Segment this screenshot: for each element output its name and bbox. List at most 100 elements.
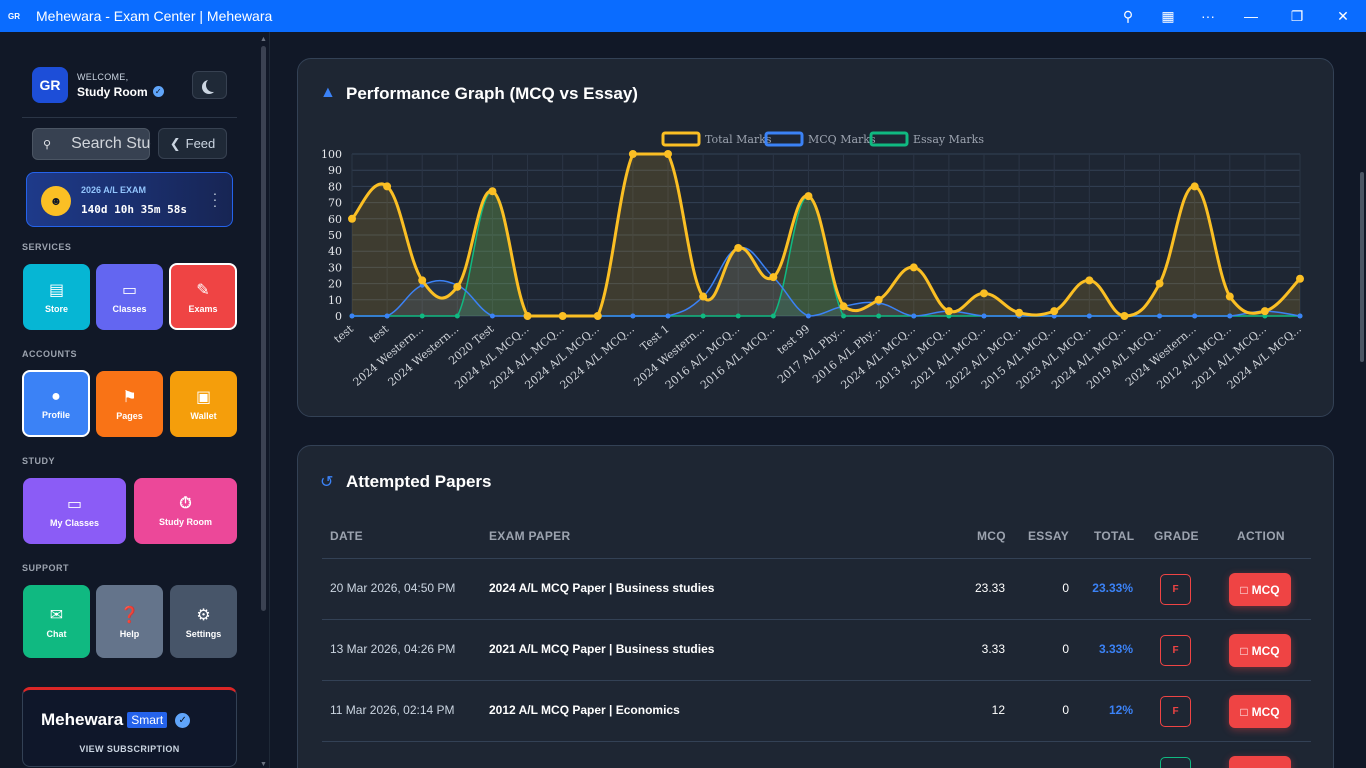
tile-help[interactable]: ❓ Help bbox=[96, 585, 163, 658]
data-point bbox=[489, 313, 495, 319]
smart-badge: Smart bbox=[127, 712, 168, 728]
table-row: 20 Mar 2026, 04:50 PM 2024 A/L MCQ Paper… bbox=[322, 558, 1311, 619]
cell-essay: 0 bbox=[1062, 642, 1069, 656]
tile-chat-label: Chat bbox=[46, 628, 67, 639]
tile-study-room[interactable]: ⏱ Study Room bbox=[134, 478, 237, 544]
main-scroll-thumb[interactable] bbox=[1360, 172, 1364, 362]
data-point bbox=[699, 292, 708, 301]
y-tick-label: 90 bbox=[328, 164, 342, 177]
zoom-icon[interactable]: ⚲ bbox=[1122, 7, 1134, 24]
chat-icon: ✉ bbox=[49, 606, 64, 624]
minimize-button[interactable]: — bbox=[1244, 8, 1258, 24]
action-label: MCQ bbox=[1251, 704, 1280, 719]
data-point bbox=[523, 312, 532, 320]
data-point bbox=[700, 313, 706, 319]
tile-my-classes[interactable]: ▭ My Classes bbox=[23, 478, 126, 544]
performance-title: Performance Graph (MCQ vs Essay) bbox=[346, 84, 638, 103]
y-tick-label: 60 bbox=[328, 213, 342, 226]
smart-brand: Mehewara bbox=[41, 710, 124, 729]
app-logo-icon: GR bbox=[8, 11, 20, 21]
action-label: MCQ bbox=[1251, 643, 1280, 658]
kebab-menu-icon[interactable]: · · · bbox=[212, 185, 218, 213]
theme-toggle-button[interactable] bbox=[192, 71, 227, 99]
pdf-icon: □ bbox=[1240, 704, 1248, 719]
tile-chat[interactable]: ✉ Chat bbox=[23, 585, 90, 658]
area-chart-icon: ▲ bbox=[320, 84, 336, 101]
sidebar-scroll-thumb[interactable] bbox=[261, 46, 266, 611]
data-point bbox=[1297, 313, 1303, 319]
cell-mcq: 12 bbox=[991, 703, 1005, 717]
legend-label: Essay Marks bbox=[913, 133, 984, 146]
cell-date: 20 Mar 2026, 04:50 PM bbox=[330, 581, 456, 595]
data-point bbox=[734, 243, 743, 252]
mcq-action-button[interactable]: □ MCQ bbox=[1229, 634, 1291, 667]
avatar[interactable]: GR bbox=[32, 67, 68, 103]
cell-mcq: 23.33 bbox=[974, 581, 1005, 595]
cell-date: 13 Mar 2026, 04:26 PM bbox=[330, 642, 456, 656]
section-support: SUPPORT bbox=[22, 563, 70, 573]
more-icon[interactable]: ··· bbox=[1201, 8, 1215, 24]
data-point bbox=[453, 282, 462, 291]
section-study: STUDY bbox=[22, 456, 56, 466]
scroll-down-icon[interactable]: ▼ bbox=[260, 761, 267, 768]
maximize-button[interactable]: ❐ bbox=[1290, 7, 1304, 24]
scroll-up-icon[interactable]: ▲ bbox=[260, 36, 267, 43]
data-point bbox=[1227, 313, 1233, 319]
series-area bbox=[352, 247, 1300, 316]
verified-icon: ✓ bbox=[152, 86, 164, 97]
feed-button[interactable]: ❮ Feed bbox=[158, 128, 227, 159]
subscription-card[interactable]: Mehewara Smart ✓ VIEW SUBSCRIPTION bbox=[22, 687, 237, 767]
cast-icon[interactable]: ▦ bbox=[1161, 7, 1175, 24]
view-subscription-link[interactable]: VIEW SUBSCRIPTION bbox=[79, 744, 180, 754]
tile-store[interactable]: ▤ Store bbox=[23, 264, 90, 330]
data-point bbox=[1120, 312, 1129, 320]
data-point bbox=[349, 313, 355, 319]
data-point bbox=[1050, 307, 1059, 316]
mcq-action-button[interactable]: □ MCQ bbox=[1229, 695, 1291, 728]
tile-classes[interactable]: ▭ Classes bbox=[96, 264, 163, 330]
data-point bbox=[628, 150, 637, 158]
grade-badge: F bbox=[1160, 635, 1191, 666]
user-icon: ● bbox=[51, 387, 61, 405]
y-tick-label: 30 bbox=[328, 261, 342, 274]
mcq-action-button[interactable] bbox=[1229, 756, 1291, 768]
tile-classes-label: Classes bbox=[112, 304, 147, 314]
tile-settings[interactable]: ⚙ Settings bbox=[170, 585, 237, 658]
search-input[interactable] bbox=[71, 135, 152, 153]
section-services: SERVICES bbox=[22, 242, 72, 252]
data-point bbox=[1190, 182, 1199, 191]
cell-total: 12% bbox=[1108, 703, 1133, 717]
data-point bbox=[488, 187, 497, 196]
tile-pages[interactable]: ⚑ Pages bbox=[96, 371, 163, 437]
data-point bbox=[665, 313, 671, 319]
smart-logo: Mehewara Smart ✓ bbox=[41, 710, 191, 730]
data-point bbox=[454, 313, 460, 319]
data-point bbox=[944, 307, 953, 316]
data-point bbox=[839, 302, 848, 311]
exam-countdown-card[interactable]: ☻ 2026 A/L EXAM 140d 10h 35m 58s · · · bbox=[26, 172, 233, 227]
performance-card: ▲ Performance Graph (MCQ vs Essay) 0 10 20… bbox=[297, 58, 1334, 417]
main-content: ▲ Performance Graph (MCQ vs Essay) 0 10 20… bbox=[271, 32, 1366, 768]
close-button[interactable]: ✕ bbox=[1337, 7, 1349, 24]
tile-profile[interactable]: ● Profile bbox=[22, 370, 90, 437]
divider bbox=[22, 117, 237, 118]
cell-total: 23.33% bbox=[1092, 581, 1133, 595]
y-tick-label: 80 bbox=[328, 180, 342, 193]
header-essay: ESSAY bbox=[1028, 529, 1070, 543]
table-row bbox=[322, 741, 1311, 768]
grade-badge: F bbox=[1160, 696, 1191, 727]
data-point bbox=[419, 313, 425, 319]
tile-exams[interactable]: ✎ Exams bbox=[169, 263, 237, 330]
data-point bbox=[1225, 292, 1234, 301]
sidebar-scrollbar[interactable]: ▲ ▼ bbox=[259, 36, 267, 768]
mcq-action-button[interactable]: □ MCQ bbox=[1229, 573, 1291, 606]
data-point bbox=[593, 312, 602, 320]
data-point bbox=[841, 313, 847, 319]
tile-wallet[interactable]: ▣ Wallet bbox=[170, 371, 237, 437]
rss-icon: ❮ bbox=[169, 135, 181, 151]
data-point bbox=[664, 150, 672, 158]
search-icon: ⚲ bbox=[43, 138, 52, 151]
window-title: Mehewara - Exam Center | Mehewara bbox=[36, 8, 273, 24]
data-point bbox=[804, 192, 813, 201]
exam-title: 2026 A/L EXAM bbox=[81, 185, 147, 195]
